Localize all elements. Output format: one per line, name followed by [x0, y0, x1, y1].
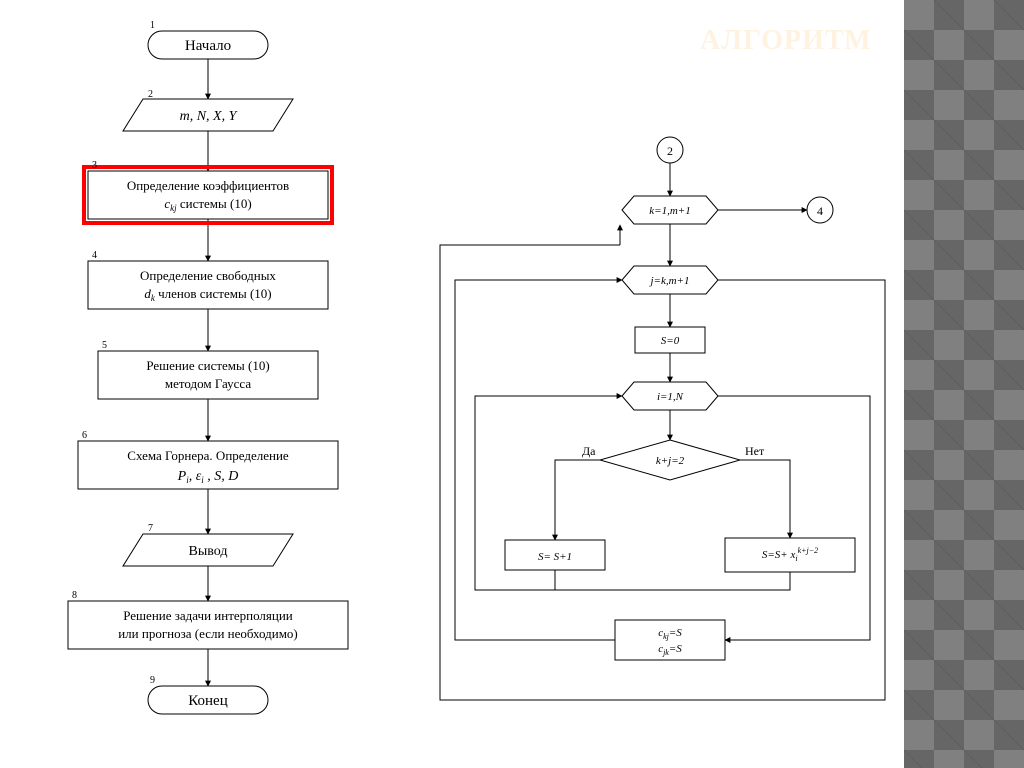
decision-kj2: k+j=2: [600, 440, 740, 480]
connector-4: 4: [807, 197, 833, 223]
loop-j: j=k,m+1: [622, 266, 718, 294]
flowchart-canvas: Начало 1 m, N, X, Y 2 Определение коэффи…: [0, 0, 1024, 768]
svg-text:ckj=S: ckj=S: [658, 627, 682, 641]
label-yes: Да: [582, 444, 596, 458]
right-flowchart: 2 4 k=1,m+1 j=k,m+1 S=0: [440, 137, 885, 700]
svg-text:S=0: S=0: [661, 335, 680, 347]
node-assign: ckj=S cjk=S: [615, 620, 725, 660]
node-gauss-num: 5: [102, 340, 107, 351]
node-coeff-l1: Определение коэффициентов: [127, 178, 289, 193]
node-output-label: Вывод: [189, 544, 228, 559]
loop-i: i=1,N: [622, 382, 718, 410]
node-s0: S=0: [635, 327, 705, 353]
connector-2: 2: [657, 137, 683, 163]
node-yes: S= S+1: [505, 540, 605, 570]
node-start: Начало 1: [148, 20, 268, 59]
node-gauss-l1: Решение системы (10): [146, 358, 269, 373]
node-input-num: 2: [148, 89, 153, 100]
node-interp-l1: Решение задачи интерполяции: [123, 608, 293, 623]
node-interp-num: 8: [72, 590, 77, 601]
node-horner-num: 6: [82, 430, 87, 441]
left-flowchart: Начало 1 m, N, X, Y 2 Определение коэффи…: [68, 20, 348, 714]
svg-text:4: 4: [817, 204, 823, 218]
node-output-num: 7: [148, 523, 153, 534]
node-free-l1: Определение свободных: [140, 268, 276, 283]
svg-text:dk членов системы (10): dk членов системы (10): [144, 286, 271, 303]
node-interp-l2: или прогноза (если необходимо): [118, 626, 298, 641]
svg-text:S= S+1: S= S+1: [538, 551, 572, 563]
svg-text:k+j=2: k+j=2: [656, 455, 685, 467]
svg-text:Pi, εi , S, D: Pi, εi , S, D: [177, 469, 239, 485]
node-end-num: 9: [150, 675, 155, 686]
node-gauss-l2: методом Гаусса: [165, 376, 251, 391]
svg-text:2: 2: [667, 144, 673, 158]
node-start-label: Начало: [185, 38, 231, 54]
svg-text:k=1,m+1: k=1,m+1: [649, 205, 690, 217]
label-no: Нет: [745, 444, 765, 458]
svg-text:i=1,N: i=1,N: [657, 391, 684, 403]
svg-text:j=k,m+1: j=k,m+1: [649, 275, 690, 287]
node-start-num: 1: [150, 20, 155, 31]
page-title: АЛГОРИТМ: [700, 25, 872, 57]
loop-k: k=1,m+1: [622, 196, 718, 224]
node-free-num: 4: [92, 250, 97, 261]
side-pattern-strip: [904, 0, 1024, 768]
node-no: S=S+ xik+j−2: [725, 538, 855, 572]
svg-text:ckj системы (10): ckj системы (10): [164, 196, 251, 213]
node-end-label: Конец: [188, 693, 227, 709]
svg-text:cjk=S: cjk=S: [658, 643, 682, 657]
node-input-label: m, N, X, Y: [180, 109, 239, 124]
node-coeff-num: 3: [92, 160, 97, 171]
node-horner-l1: Схема Горнера. Определение: [127, 448, 289, 463]
